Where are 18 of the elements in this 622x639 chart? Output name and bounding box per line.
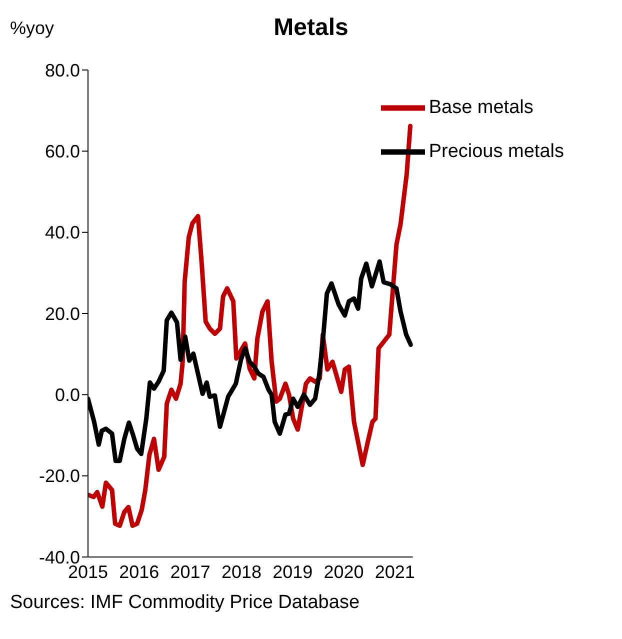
x-tick-label: 2016 (119, 562, 160, 582)
x-tick-label: 2018 (221, 562, 262, 582)
x-tick-label: 2017 (170, 562, 210, 582)
source-note: Sources: IMF Commodity Price Database (10, 592, 360, 614)
line-series (88, 124, 413, 528)
legend-label: Precious metals (428, 141, 564, 162)
y-tick-label: 80.0 (44, 60, 80, 80)
x-tick-label: 2019 (272, 562, 313, 582)
y-tick-label: 60.0 (44, 142, 80, 162)
y-tick-label: 0.0 (54, 385, 80, 406)
chart-title: Metals (274, 14, 348, 41)
x-tick-label: 2021 (374, 562, 415, 582)
y-tick-label: -20.0 (38, 466, 80, 486)
y-tick-label: 40.0 (44, 222, 80, 243)
legend-label: Base metals (428, 97, 534, 118)
y-tick-label: 20.0 (44, 304, 80, 324)
y-axis-title: %yoy (10, 18, 54, 39)
x-tick-label: 2020 (324, 562, 364, 582)
